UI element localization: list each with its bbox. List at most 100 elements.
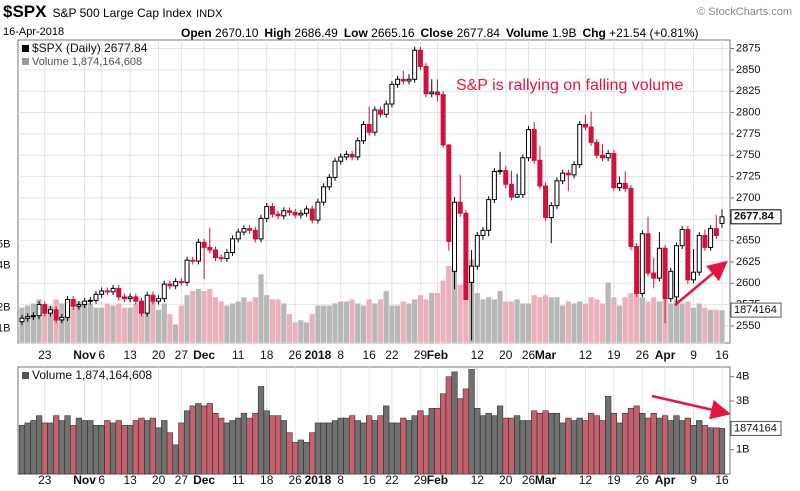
- overlay-volume-bar: [263, 294, 270, 344]
- overlay-volume-bar: [656, 301, 663, 344]
- overlay-volume-bar: [195, 288, 202, 344]
- candle-body: [30, 315, 36, 318]
- x-tick-label: 26: [636, 473, 650, 487]
- volume-tick-label: 4B: [736, 371, 749, 383]
- volume-bar: [696, 420, 703, 475]
- quote-row: 16-Apr-2018 Open 2670.10 High 2686.49 Low …: [3, 26, 792, 40]
- overlay-volume-bar: [377, 298, 384, 344]
- volume-bar: [92, 425, 100, 475]
- x-tick-label: 16: [715, 348, 729, 362]
- field-label: Open: [181, 26, 212, 40]
- volume-bar: [468, 369, 475, 475]
- overlay-volume-bar: [337, 301, 344, 344]
- overlay-volume-bar: [405, 303, 413, 344]
- candle-body: [70, 298, 76, 307]
- candle-body: [360, 123, 366, 142]
- volume-bar: [138, 417, 145, 475]
- volume-bar: [491, 415, 498, 475]
- candle-body: [292, 211, 298, 216]
- candle-body: [548, 205, 554, 219]
- volume-bar: [155, 427, 162, 475]
- volume-bar: [633, 405, 640, 475]
- candle-body: [491, 170, 497, 201]
- volume-bar: [718, 428, 726, 475]
- x-tick-label: 8: [337, 473, 344, 487]
- candle-body: [349, 153, 355, 158]
- candle-body: [577, 123, 583, 166]
- overlay-volume-bar: [479, 298, 487, 344]
- candle-body: [195, 241, 201, 262]
- y-tick-label: 2725: [736, 170, 760, 182]
- legend-square: [22, 45, 29, 52]
- overlay-volume-bar: [206, 288, 213, 344]
- candle-body: [395, 78, 401, 85]
- volume-bar: [650, 412, 657, 475]
- overlay-volume-bar: [172, 323, 179, 344]
- x-tick-label: 23: [38, 473, 52, 487]
- candle-body: [719, 216, 725, 224]
- overlay-volume-bar: [701, 307, 708, 344]
- x-tick-label: 22: [385, 348, 399, 362]
- candle-body: [332, 160, 338, 178]
- candle-body: [639, 233, 645, 294]
- volume-bar: [639, 412, 646, 475]
- candle-body: [338, 156, 344, 162]
- overlay-volume-bar: [707, 309, 714, 344]
- volume-bar: [474, 408, 481, 475]
- overlay-volume-bar: [24, 305, 31, 344]
- overlay-volume-tick-label: 2B: [0, 301, 10, 313]
- y-tick-label: 2850: [736, 64, 760, 76]
- candle-body: [309, 208, 315, 221]
- annotation: S&P is rallying on falling volume: [456, 77, 683, 94]
- candle-body: [708, 228, 714, 248]
- candle-body: [406, 78, 412, 82]
- candle-body: [713, 228, 719, 236]
- x-tick-label: 6: [98, 473, 105, 487]
- x-tick-label: 11: [232, 348, 245, 362]
- overlay-volume-bar: [286, 313, 293, 344]
- volume-bar: [132, 420, 139, 475]
- x-tick-label: 19: [607, 348, 621, 362]
- candle-body: [150, 294, 156, 302]
- x-tick-label: 18: [260, 473, 274, 487]
- x-tick-label: 13: [123, 348, 137, 362]
- volume-bar: [508, 417, 515, 475]
- field-value: 2670.10: [215, 26, 259, 40]
- overlay-volume-bar: [81, 303, 88, 344]
- overlay-volume-bar: [667, 303, 674, 344]
- candle-body: [224, 252, 230, 260]
- x-tick-label: 26: [288, 348, 302, 362]
- overlay-volume-tick-label: 5B: [0, 239, 10, 251]
- candle-body: [321, 186, 327, 203]
- volume-bar: [713, 427, 720, 475]
- overlay-volume-bar: [599, 303, 606, 344]
- candle-body: [286, 210, 292, 213]
- x-tick-label: 20: [499, 473, 513, 487]
- volume-bar: [263, 410, 270, 475]
- candle-body: [218, 257, 224, 260]
- overlay-volume-bar: [548, 296, 555, 344]
- overlay-volume-bar: [394, 305, 401, 344]
- x-tick-label: 29: [414, 473, 428, 487]
- volume-bar: [309, 432, 316, 475]
- candle-body: [76, 304, 82, 307]
- candle-body: [400, 78, 406, 82]
- volume-bar: [593, 415, 600, 475]
- candle-body: [144, 294, 150, 314]
- volume-bar: [331, 420, 339, 475]
- x-tick-label: 8: [337, 348, 344, 362]
- volume-bar: [422, 415, 430, 475]
- volume-bar: [445, 376, 452, 475]
- x-tick-label: Nov: [73, 348, 96, 362]
- overlay-volume-bar: [269, 298, 276, 344]
- overlay-volume-bar: [610, 296, 617, 344]
- x-tick-label: 20: [152, 348, 166, 362]
- candle-body: [594, 141, 600, 156]
- volume-bar: [246, 417, 253, 475]
- volume-legend: Volume 1,874,164,608: [32, 368, 152, 382]
- x-tick-label: 16: [362, 473, 376, 487]
- candle-body: [19, 317, 25, 323]
- candle-body: [167, 283, 173, 287]
- overlay-volume-tick-label: 4B: [0, 260, 10, 272]
- volume-bar: [599, 420, 606, 475]
